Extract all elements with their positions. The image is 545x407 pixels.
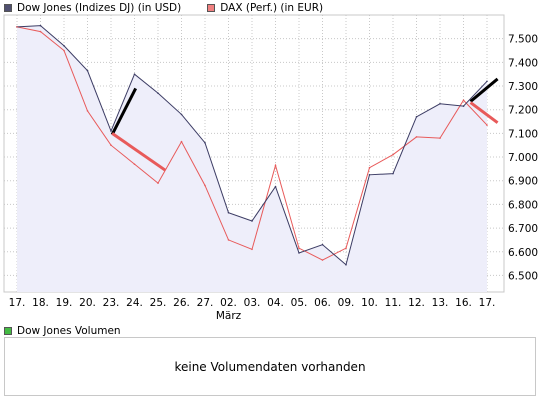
y-tick-label: 7.300: [508, 81, 538, 93]
dax-point: [415, 136, 418, 138]
y-tick-label: 6.600: [508, 247, 538, 259]
chart-legend: Dow Jones (Indizes DJ) (in USD) DAX (Per…: [4, 1, 349, 14]
x-month-label: März: [216, 310, 242, 322]
legend-swatch-dow: [4, 3, 12, 12]
dax-point: [368, 166, 371, 169]
dax-point: [251, 248, 253, 251]
x-tick-label: 24.: [126, 297, 143, 309]
x-tick-label: 25.: [150, 297, 167, 309]
y-tick-label: 7.100: [508, 128, 538, 140]
legend-label-volume: Dow Jones Volumen: [17, 324, 121, 337]
x-tick-label: 13.: [432, 297, 449, 309]
x-tick-label: 06.: [314, 297, 331, 309]
x-tick-label: 23.: [103, 297, 120, 309]
dax-point: [39, 30, 42, 33]
x-tick-label: 20.: [79, 297, 96, 309]
dow-point: [86, 69, 89, 72]
x-tick-label: 04.: [267, 297, 284, 309]
x-tick-label: 16.: [455, 297, 472, 309]
y-tick-label: 6.800: [508, 199, 538, 211]
dow-point: [110, 130, 112, 132]
dow-point: [462, 105, 465, 107]
price-chart: 6.500 6.600 6.700 6.800 6.900 7.000 7.100 7.200…: [3, 14, 538, 322]
dax-point: [180, 140, 183, 143]
dax-point: [86, 110, 89, 112]
dax-point: [204, 184, 206, 187]
volume-panel: keine Volumendaten vorhanden: [4, 337, 536, 396]
x-tick-label: 05.: [291, 297, 308, 309]
dow-point: [368, 174, 371, 176]
dax-point: [298, 247, 300, 250]
y-tick-label: 7.400: [508, 57, 538, 69]
dow-point: [180, 113, 183, 116]
x-tick-label: 27.: [197, 297, 214, 309]
dow-point: [157, 92, 159, 94]
x-tick-label: 19.: [56, 297, 73, 309]
dow-point: [251, 220, 253, 222]
dow-point: [392, 172, 394, 175]
legend-item-dax: DAX (Perf.) (in EUR): [207, 2, 323, 14]
dax-point: [439, 137, 441, 139]
dow-point: [274, 185, 277, 188]
x-tick-label: 11.: [385, 297, 402, 309]
dow-point: [415, 116, 418, 118]
dow-point: [298, 252, 300, 254]
y-tick-label: 7.000: [508, 152, 538, 164]
x-tick-label: 18.: [32, 297, 49, 309]
dax-point: [110, 144, 112, 147]
trend-segment: [469, 77, 499, 103]
dax-point: [345, 247, 347, 250]
dax-point: [157, 182, 159, 184]
trend-segment: [111, 132, 166, 172]
legend-swatch-dax: [207, 3, 216, 12]
dow-point: [345, 263, 347, 266]
x-tick-label: 26.: [173, 297, 190, 309]
legend-swatch-volume: [4, 326, 12, 335]
x-tick-label: 17.: [479, 297, 496, 309]
legend-item-dow: Dow Jones (Indizes DJ) (in USD): [4, 2, 181, 14]
dow-point: [133, 73, 136, 75]
volume-legend: Dow Jones Volumen: [4, 324, 147, 337]
x-tick-label: 12.: [408, 297, 425, 309]
trend-segment: [469, 101, 499, 124]
dow-point: [39, 24, 42, 27]
x-tick-label: 09.: [338, 297, 355, 309]
dax-point: [321, 259, 324, 261]
x-tick-label: 02.: [220, 297, 237, 309]
dow-point: [321, 243, 324, 246]
x-tick-label: 10.: [361, 297, 378, 309]
legend-item-volume: Dow Jones Volumen: [4, 325, 121, 337]
dax-point: [462, 99, 465, 102]
y-tick-label: 6.700: [508, 223, 538, 235]
y-tick-label: 7.500: [508, 34, 538, 46]
volume-empty-message: keine Volumendaten vorhanden: [174, 359, 366, 374]
x-tick-label: 17.: [9, 297, 26, 309]
dax-point: [274, 164, 277, 167]
dax-point: [16, 26, 18, 28]
dax-point: [63, 49, 65, 52]
dax-point: [227, 239, 230, 241]
dax-point: [486, 124, 488, 126]
dax-point: [392, 153, 394, 156]
legend-label-dow: Dow Jones (Indizes DJ) (in USD): [17, 1, 182, 14]
dow-point: [439, 102, 441, 105]
dax-point: [133, 163, 136, 165]
dow-point: [204, 142, 206, 144]
y-tick-label: 6.900: [508, 176, 538, 188]
dow-point: [486, 80, 488, 83]
legend-label-dax: DAX (Perf.) (in EUR): [220, 1, 324, 14]
dow-point: [227, 211, 230, 214]
y-tick-label: 6.500: [508, 270, 538, 282]
dow-point: [63, 44, 65, 47]
x-tick-label: 03.: [244, 297, 261, 309]
y-tick-label: 7.200: [508, 105, 538, 117]
trend-segment: [110, 87, 138, 136]
